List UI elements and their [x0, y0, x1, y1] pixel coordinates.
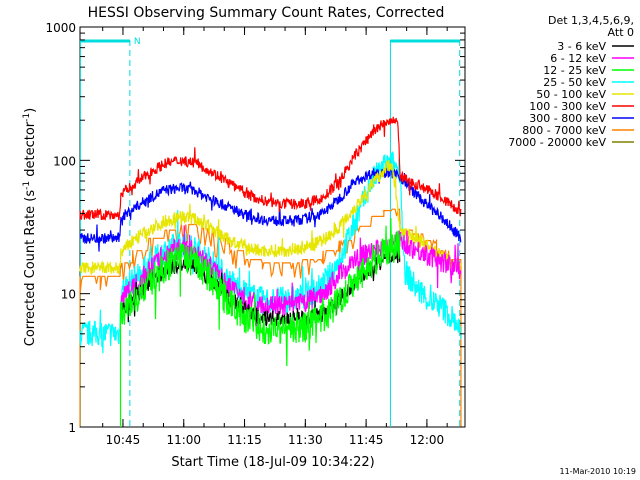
y-axis-label-part1: Corrected Count Rate (s: [23, 190, 38, 347]
legend-entry-label: 3 - 6 keV: [557, 40, 606, 53]
legend-entry-label: 800 - 7000 keV: [522, 124, 606, 137]
y-tick-label: 100: [53, 154, 76, 168]
y-axis-label-part2: detector: [23, 121, 38, 181]
legend-header: Att 0: [608, 26, 634, 39]
y-axis-label-sup1: -1: [22, 181, 32, 190]
annotation-bar-label: N: [134, 37, 141, 47]
legend-entry-label: 6 - 12 keV: [550, 52, 606, 65]
series-layer: [79, 116, 462, 428]
x-tick-label: 11:15: [227, 433, 262, 447]
series-line: [119, 217, 401, 428]
series-line: [79, 159, 462, 275]
x-tick-label: 11:45: [349, 433, 384, 447]
x-tick-label: 10:45: [106, 433, 141, 447]
y-axis-label-part3: ): [23, 108, 38, 113]
series-line: [79, 116, 462, 221]
x-tick-label: 12:00: [410, 433, 445, 447]
legend-entry-label: 12 - 25 keV: [543, 64, 606, 77]
chart-title: HESSI Observing Summary Count Rates, Cor…: [88, 5, 445, 21]
series-line: [119, 225, 462, 327]
x-tick-label: 11:00: [166, 433, 201, 447]
footer-timestamp: 11-Mar-2010 10:19: [560, 467, 637, 476]
legend-entry-label: 25 - 50 keV: [543, 76, 606, 89]
plot-area: [79, 26, 466, 428]
legend-entry-label: 7000 - 20000 keV: [508, 136, 606, 149]
y-axis-label: Corrected Count Rate (s-1 detector-1): [22, 108, 38, 346]
series-line: [79, 165, 462, 252]
plot-frame: [79, 26, 466, 428]
legend-entry-label: 300 - 800 keV: [529, 112, 606, 125]
legend-header: Det 1,3,4,5,6,9,: [548, 14, 634, 27]
y-tick-label: 1000: [45, 21, 76, 35]
y-tick-label: 10: [61, 288, 76, 302]
x-axis-label: Start Time (18-Jul-09 10:34:22): [171, 455, 374, 470]
y-tick-label: 1: [68, 421, 76, 435]
legend-entry-label: 100 - 300 keV: [529, 100, 606, 113]
y-axis-label-sup2: -1: [22, 113, 32, 122]
legend-entry-label: 50 - 100 keV: [536, 88, 606, 101]
axis-layer: 1 10 100 1000 10:45 11:00 11:15 11:30 11:45 12:00: [45, 21, 465, 447]
x-tick-label: 11:30: [288, 433, 323, 447]
